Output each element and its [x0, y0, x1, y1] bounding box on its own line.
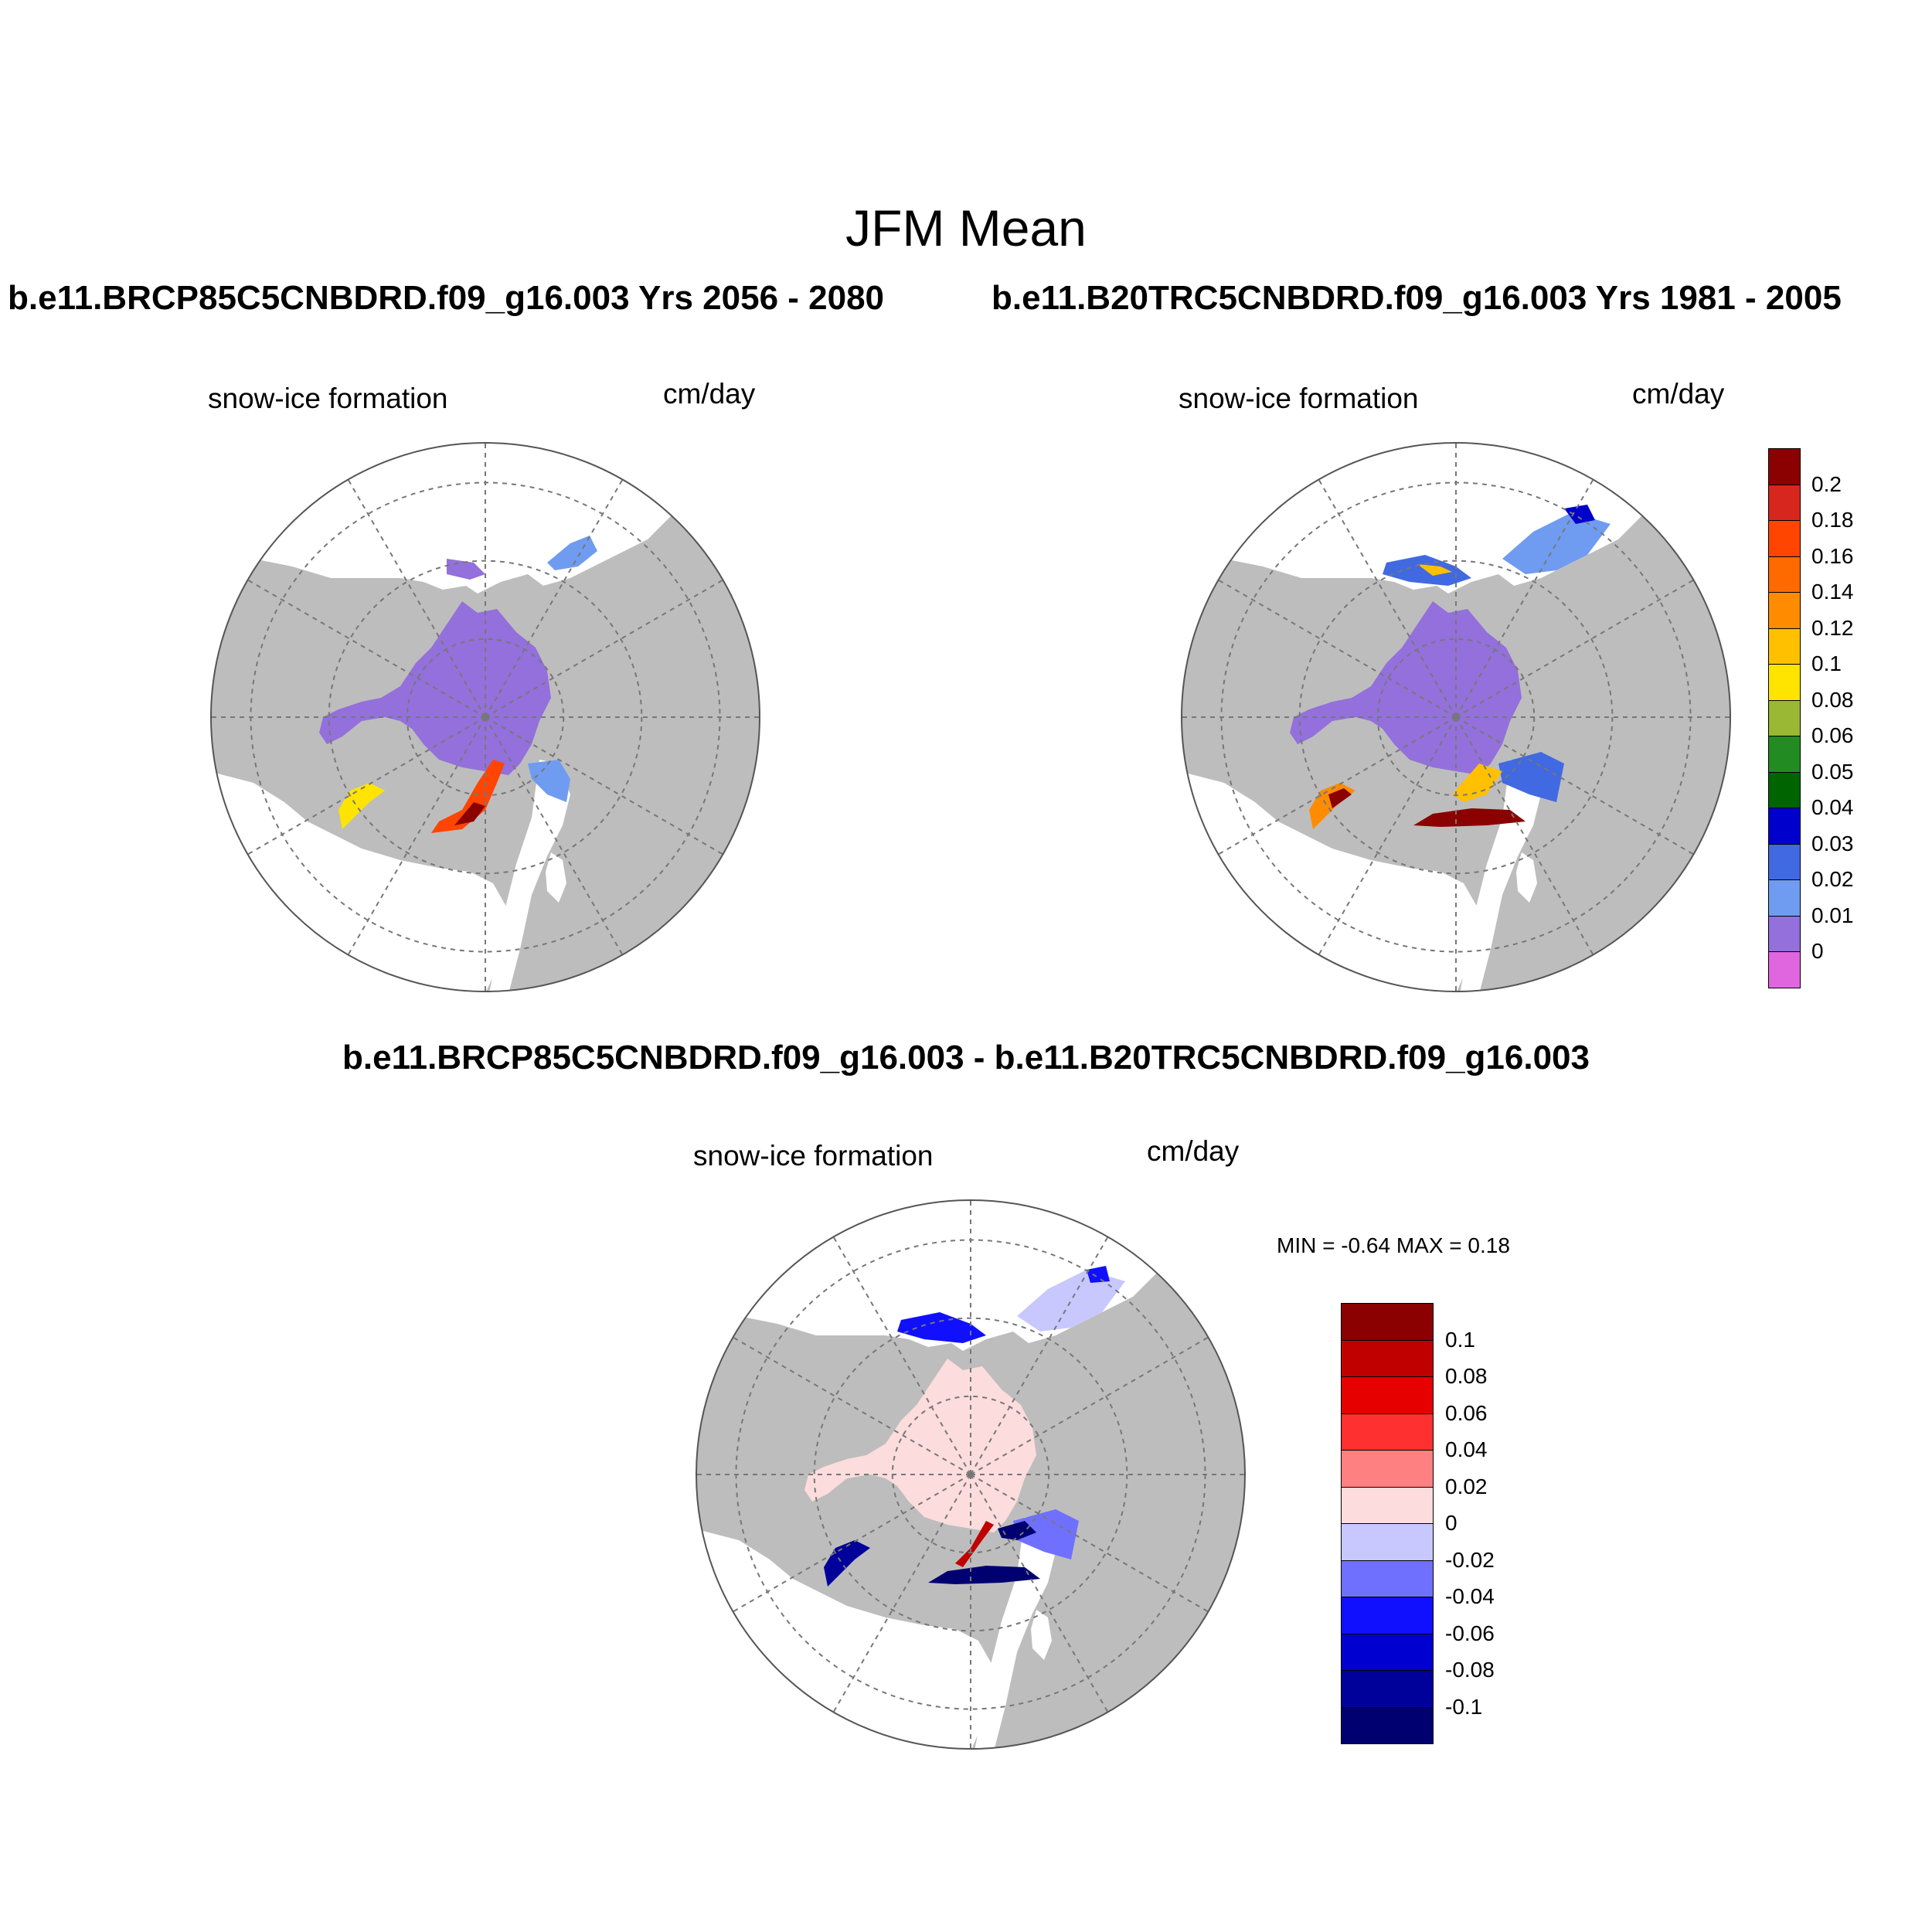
absolute-colorbar-color-box — [1768, 879, 1801, 917]
absolute-colorbar-tick-label: 0.06 — [1811, 723, 1854, 747]
difference-colorbar-color-box — [1341, 1670, 1434, 1708]
absolute-colorbar-color-box — [1768, 951, 1801, 988]
absolute-colorbar-tick-label: 0.2 — [1811, 471, 1842, 496]
main-title: JFM Mean — [845, 199, 1087, 257]
norwegian-sea — [489, 760, 570, 992]
map-border — [696, 1199, 1246, 1750]
difference-colorbar-tick-label: -0.08 — [1445, 1658, 1495, 1682]
difference-colorbar-tick-label: -0.1 — [1445, 1694, 1483, 1719]
absolute-colorbar-color-box — [1768, 520, 1801, 557]
difference-colorbar-color-box — [1341, 1706, 1434, 1744]
difference-colorbar-tick-label: 0 — [1445, 1511, 1458, 1535]
difference-title: b.e11.BRCP85C5CNBDRD.f09_g16.003 - b.e11… — [342, 1039, 1590, 1077]
absolute-colorbar-color-box — [1768, 843, 1801, 880]
absolute-colorbar-tick-label: 0.1 — [1811, 651, 1842, 675]
latitude-circle — [328, 560, 643, 875]
historical-polar-map — [1181, 442, 1731, 992]
right-run-title: b.e11.B20TRC5CNBDRD.f09_g16.003 Yrs 1981… — [992, 279, 1842, 317]
future-variable-label: snow-ice formation — [208, 383, 448, 414]
greenland-upper-band — [1452, 764, 1502, 802]
difference-colorbar-color-box — [1341, 1597, 1434, 1634]
greenland-band-core — [454, 802, 485, 825]
bering-core — [1564, 505, 1595, 524]
difference-colorbar-tick-label: -0.04 — [1445, 1584, 1495, 1608]
baltic-sea — [1516, 852, 1537, 903]
min-max-label: MIN = -0.64 MAX = 0.18 — [1277, 1233, 1510, 1257]
absolute-colorbar-tick-label: 0.08 — [1811, 687, 1854, 712]
bering-diff — [1017, 1270, 1125, 1332]
absolute-colorbar-tick-label: 0.01 — [1811, 903, 1854, 927]
absolute-colorbar-color-box — [1768, 664, 1801, 701]
baltic-sea — [546, 852, 566, 903]
okhotsk-core — [1417, 564, 1452, 576]
historical-units-label: cm/day — [1632, 378, 1725, 410]
absolute-colorbar-color-box — [1768, 736, 1801, 773]
greenland-band — [431, 760, 505, 833]
map-border — [210, 442, 760, 992]
absolute-colorbar-color-box — [1768, 484, 1801, 521]
difference-colorbar-color-box — [1341, 1633, 1434, 1671]
absolute-colorbar-tick-label: 0.02 — [1811, 867, 1854, 891]
difference-colorbar-tick-label: 0.1 — [1445, 1327, 1475, 1352]
greenland-band — [1413, 808, 1526, 827]
bering-diff-core — [1087, 1266, 1110, 1283]
future-polar-map — [210, 442, 760, 992]
difference-colorbar-tick-label: 0.04 — [1445, 1437, 1488, 1461]
absolute-colorbar-tick-label: 0.05 — [1811, 759, 1854, 784]
difference-polar-map — [696, 1199, 1246, 1750]
difference-units-label: cm/day — [1147, 1135, 1240, 1167]
absolute-colorbar-color-box — [1768, 628, 1801, 665]
absolute-colorbar-tick-label: 0.18 — [1811, 508, 1854, 532]
difference-colorbar-color-box — [1341, 1450, 1434, 1488]
difference-colorbar-color-box — [1341, 1413, 1434, 1451]
difference-colorbar-tick-label: -0.02 — [1445, 1547, 1495, 1572]
absolute-colorbar-color-box — [1768, 592, 1801, 629]
absolute-colorbar-color-box — [1768, 556, 1801, 593]
absolute-colorbar-tick-label: 0.14 — [1811, 580, 1854, 604]
left-run-title: b.e11.BRCP85C5CNBDRD.f09_g16.003 Yrs 205… — [8, 279, 885, 317]
difference-colorbar-color-box — [1341, 1560, 1434, 1597]
kara-edge-ice — [1498, 752, 1564, 802]
absolute-colorbar-color-box — [1768, 915, 1801, 952]
absolute-colorbar-tick-label: 0.16 — [1811, 543, 1854, 568]
kara-diff — [1013, 1509, 1079, 1560]
absolute-colorbar-tick-label: 0.03 — [1811, 831, 1854, 855]
difference-colorbar-color-box — [1341, 1339, 1434, 1377]
absolute-colorbar-tick-label: 0.04 — [1811, 795, 1854, 819]
difference-colorbar-tick-label: 0.02 — [1445, 1474, 1488, 1498]
absolute-colorbar-color-box — [1768, 808, 1801, 845]
absolute-colorbar-tick-label: 0 — [1811, 939, 1824, 963]
bering-ice — [1502, 512, 1611, 574]
difference-colorbar-tick-label: 0.06 — [1445, 1400, 1488, 1425]
historical-variable-label: snow-ice formation — [1179, 383, 1419, 414]
kara-edge-ice — [528, 760, 570, 802]
greenland-positive-band — [955, 1521, 994, 1567]
labrador-band-core — [1328, 788, 1352, 808]
difference-colorbar-color-box — [1341, 1523, 1434, 1561]
difference-colorbar-tick-label: -0.06 — [1445, 1621, 1495, 1645]
bering-ice — [547, 536, 597, 570]
difference-variable-label: snow-ice formation — [693, 1140, 934, 1172]
absolute-colorbar-color-box — [1768, 448, 1801, 485]
absolute-colorbar-color-box — [1768, 699, 1801, 736]
difference-colorbar-color-box — [1341, 1376, 1434, 1414]
absolute-colorbar-tick-label: 0.12 — [1811, 615, 1854, 640]
latitude-circle — [813, 1317, 1128, 1632]
difference-colorbar-tick-label: 0.08 — [1445, 1364, 1488, 1388]
future-units-label: cm/day — [663, 378, 756, 410]
absolute-colorbar-color-box — [1768, 771, 1801, 808]
difference-colorbar-color-box — [1341, 1303, 1434, 1341]
baltic-sea — [1031, 1610, 1052, 1660]
map-border — [1181, 442, 1731, 992]
kara-negative-band — [998, 1521, 1036, 1540]
okhotsk-diff — [897, 1312, 986, 1343]
greenland-band — [928, 1566, 1040, 1584]
latitude-circle — [1298, 560, 1614, 875]
difference-colorbar-color-box — [1341, 1486, 1434, 1524]
